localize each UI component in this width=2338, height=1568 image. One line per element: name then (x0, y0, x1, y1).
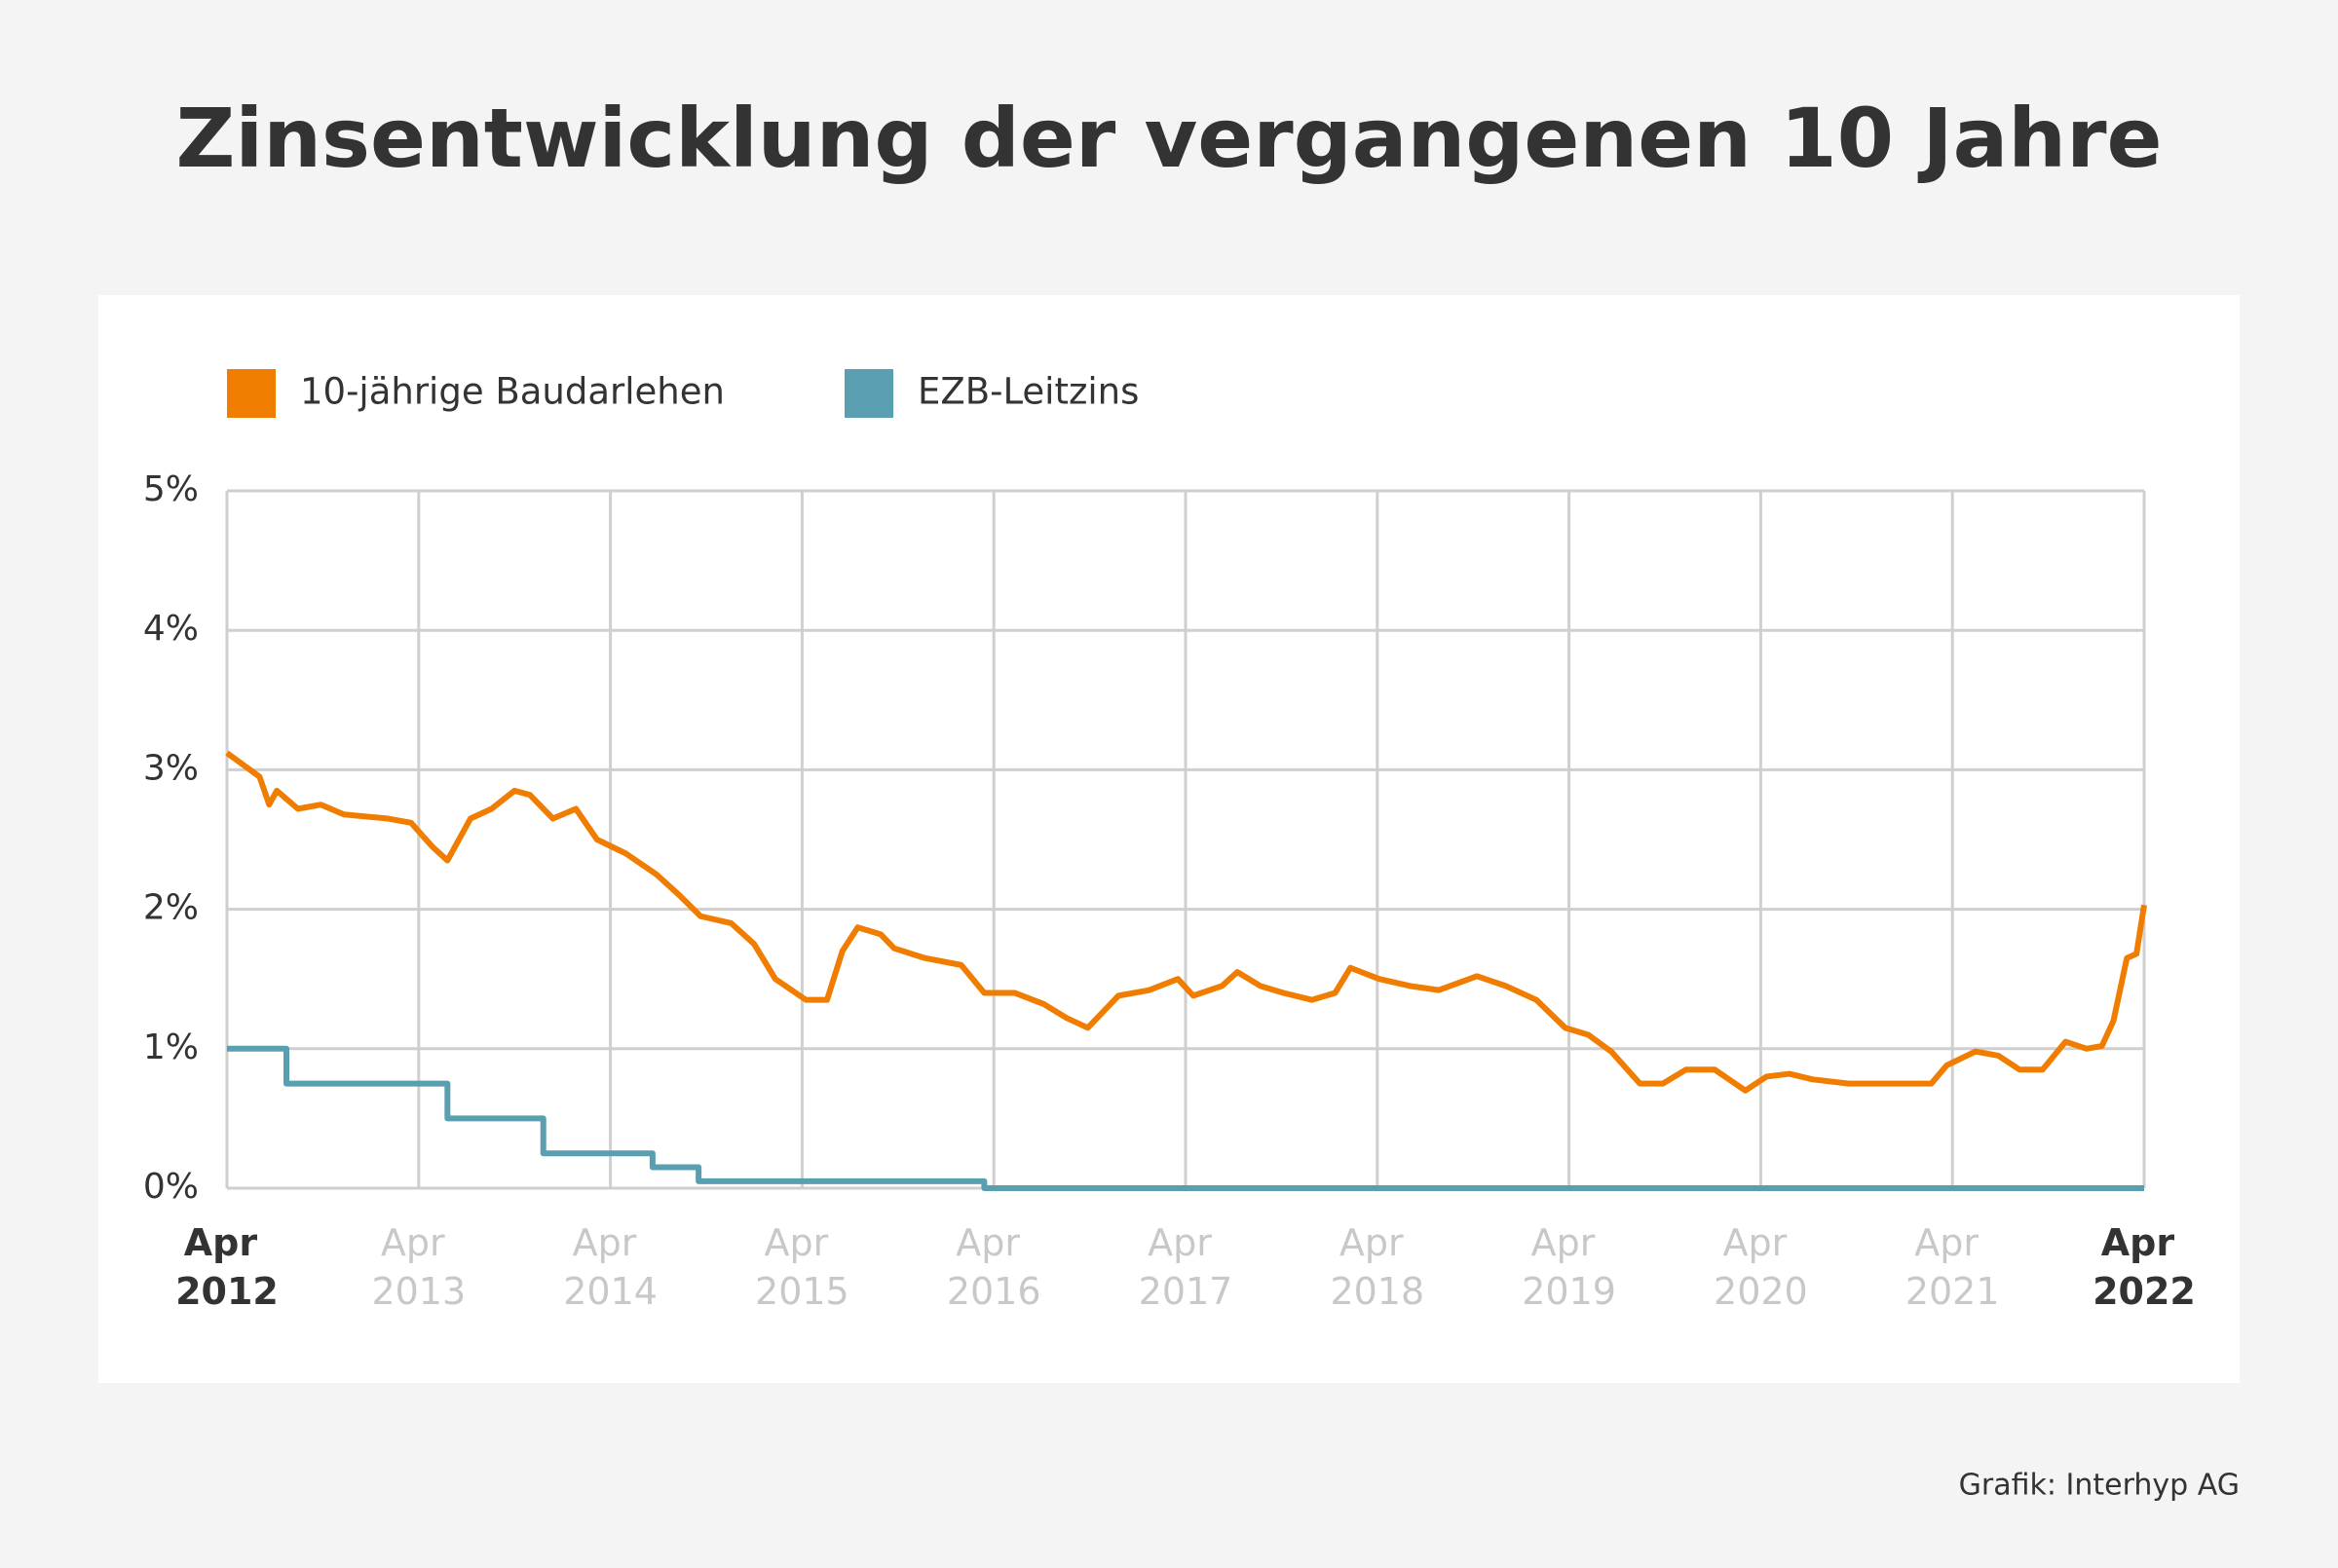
x-tick-label: Apr 2015 (755, 1221, 849, 1313)
y-tick-label: 1% (143, 1027, 199, 1067)
y-tick-label: 4% (143, 609, 199, 649)
x-tick-label: Apr 2013 (371, 1221, 466, 1313)
chart-panel (98, 295, 2240, 1383)
y-tick-label: 5% (143, 469, 199, 509)
x-tick-label: Apr 2018 (1330, 1221, 1424, 1313)
x-tick-label: Apr 2021 (1905, 1221, 2000, 1313)
x-tick-label: Apr 2020 (1714, 1221, 1808, 1313)
legend-label: 10-jährige Baudarlehen (300, 371, 725, 413)
x-tick-label: Apr 2022 (2093, 1221, 2196, 1313)
x-tick-label: Apr 2019 (1522, 1221, 1616, 1313)
y-tick-label: 2% (143, 888, 199, 928)
x-tick-label: Apr 2017 (1139, 1221, 1233, 1313)
credit: Grafik: Interhyp AG (1959, 1469, 2240, 1503)
legend-swatch (845, 369, 893, 418)
x-tick-label: Apr 2014 (563, 1221, 658, 1313)
legend-swatch (227, 369, 276, 418)
x-tick-label: Apr 2012 (175, 1221, 279, 1313)
chart-title: Zinsentwicklung der vergangenen 10 Jahre (176, 91, 2163, 186)
y-tick-label: 3% (143, 748, 199, 788)
series-line (225, 750, 2147, 1094)
legend-label: EZB-Leitzins (918, 371, 1139, 413)
y-tick-label: 0% (143, 1167, 199, 1207)
x-tick-label: Apr 2016 (947, 1221, 1041, 1313)
series-line (227, 1045, 2144, 1191)
